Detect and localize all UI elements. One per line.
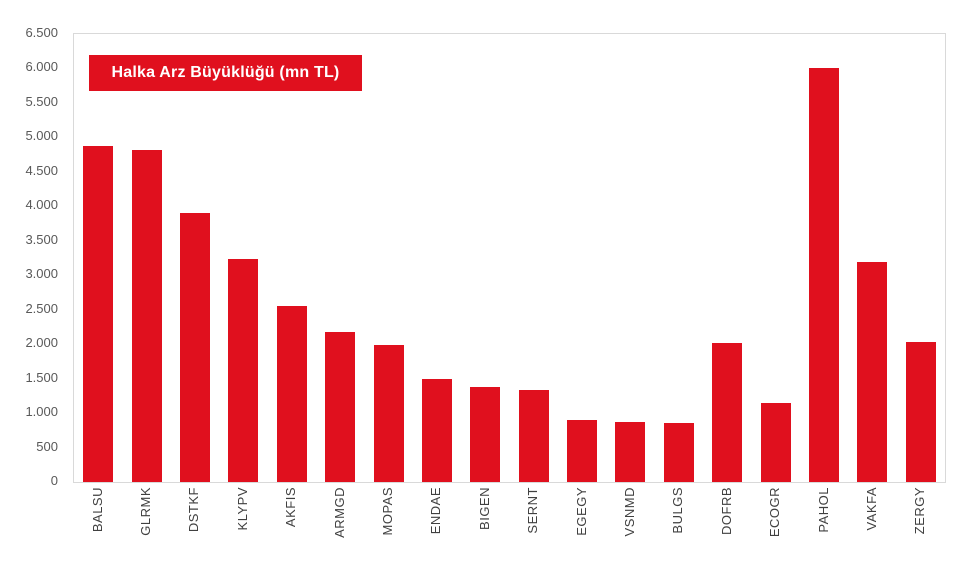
bar-slot (171, 34, 219, 482)
bar-balsu (83, 146, 114, 482)
x-label-slot: DOFRB (702, 487, 750, 563)
x-label-slot: MOPAS (363, 487, 411, 563)
x-label-slot: VAKFA (847, 487, 895, 563)
y-tick-label: 0 (50, 473, 58, 488)
x-tick-label-sernt: SERNT (525, 487, 541, 534)
x-tick-label-vsnmd: VSNMD (621, 487, 637, 537)
y-tick-label: 2.000 (25, 335, 58, 351)
bar-mopas (373, 344, 404, 482)
bar-egegy (567, 419, 598, 482)
bar-dofrb (712, 342, 743, 482)
bar-slot (268, 34, 316, 482)
x-label-slot: PAHOL (799, 487, 847, 563)
x-tick-label-dofrb: DOFRB (718, 487, 734, 535)
x-axis: BALSU GLRMK DSTKF KLYPV AKFIS ARMGD MOPAS ENDAE… (73, 487, 944, 563)
y-tick-label: 500 (36, 438, 58, 454)
x-label-slot: ENDAE (412, 487, 460, 563)
x-tick-label-pahol: PAHOL (815, 487, 831, 533)
x-label-slot: BULGS (654, 487, 702, 563)
x-tick-label-egegy: EGEGY (573, 487, 589, 536)
bar-slot (316, 34, 364, 482)
bar-armgd (325, 331, 356, 482)
x-tick-label-akfis: AKFIS (283, 487, 299, 528)
x-tick-label-klypv: KLYPV (234, 487, 250, 531)
y-tick-label: 6.000 (25, 59, 58, 75)
bar-dstkf (179, 213, 210, 482)
x-tick-label-balsu: BALSU (89, 487, 105, 533)
x-tick-label-vakfa: VAKFA (863, 487, 879, 531)
x-tick-label-zergy: ZERGY (912, 487, 928, 535)
bar-vsnmd (615, 422, 646, 482)
bar-slot (122, 34, 170, 482)
legend: Halka Arz Büyüklüğü (mn TL) (89, 55, 362, 91)
x-tick-label-glrmk: GLRMK (138, 487, 154, 536)
legend-label: Halka Arz Büyüklüğü (mn TL) (111, 64, 340, 81)
bar-slot (848, 34, 896, 482)
bar-slot (510, 34, 558, 482)
plot-area: Halka Arz Büyüklüğü (mn TL) (73, 33, 946, 483)
bar-slot (606, 34, 654, 482)
bar-slot (897, 34, 945, 482)
bar-slot (558, 34, 606, 482)
y-tick-label: 4.000 (25, 197, 58, 213)
y-tick-label: 1.500 (25, 369, 58, 385)
y-tick-label: 3.000 (25, 266, 58, 282)
bar-bulgs (663, 423, 694, 482)
x-label-slot: ZERGY (896, 487, 944, 563)
bar-vakfa (857, 262, 888, 482)
y-tick-label: 3.500 (25, 231, 58, 247)
x-tick-label-bigen: BIGEN (476, 487, 492, 530)
bar-pahol (809, 68, 840, 482)
x-label-slot: KLYPV (218, 487, 266, 563)
x-label-slot: VSNMD (605, 487, 653, 563)
bar-endae (421, 378, 452, 482)
x-label-slot: EGEGY (557, 487, 605, 563)
x-label-slot: BIGEN (460, 487, 508, 563)
bar-slot (364, 34, 412, 482)
bar-slot (703, 34, 751, 482)
x-tick-label-bulgs: BULGS (670, 487, 686, 534)
x-label-slot: BALSU (73, 487, 121, 563)
y-tick-label: 5.500 (25, 93, 58, 109)
x-label-slot: SERNT (509, 487, 557, 563)
bar-bigen (470, 386, 501, 482)
bar-slot (751, 34, 799, 482)
y-tick-label: 4.500 (25, 162, 58, 178)
y-tick-label: 2.500 (25, 300, 58, 316)
bar-slot (800, 34, 848, 482)
y-tick-label: 5.000 (25, 128, 58, 144)
x-label-slot: ARMGD (315, 487, 363, 563)
x-label-slot: GLRMK (121, 487, 169, 563)
x-label-slot: ECOGR (750, 487, 798, 563)
x-tick-label-mopas: MOPAS (380, 487, 396, 536)
bar-zergy (905, 342, 936, 482)
bar-slot (413, 34, 461, 482)
bar-ecogr (760, 403, 791, 482)
bar-slot (74, 34, 122, 482)
y-tick-label: 6.500 (25, 25, 58, 40)
x-label-slot: AKFIS (267, 487, 315, 563)
bar-slot (655, 34, 703, 482)
bar-akfis (276, 305, 307, 482)
bar-glrmk (131, 149, 162, 482)
bar-sernt (518, 390, 549, 482)
x-tick-label-endae: ENDAE (428, 487, 444, 535)
bar-klypv (228, 258, 259, 482)
x-tick-label-armgd: ARMGD (331, 487, 347, 538)
bar-slot (461, 34, 509, 482)
x-label-slot: DSTKF (170, 487, 218, 563)
bar-slot (219, 34, 267, 482)
x-tick-label-dstkf: DSTKF (186, 487, 202, 533)
x-tick-label-ecogr: ECOGR (767, 487, 783, 538)
bar-series (74, 34, 945, 482)
y-tick-label: 1.000 (25, 404, 58, 420)
